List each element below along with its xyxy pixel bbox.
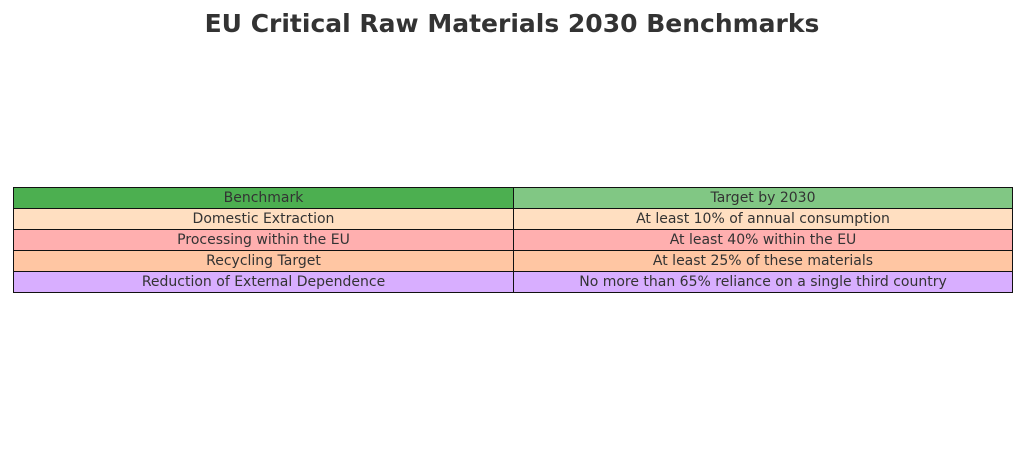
- cell-target: At least 40% within the EU: [513, 229, 1013, 251]
- table-header-row: Benchmark Target by 2030: [13, 187, 1013, 209]
- cell-target: At least 10% of annual consumption: [513, 208, 1013, 230]
- table-row: Reduction of External Dependence No more…: [13, 271, 1013, 293]
- header-target: Target by 2030: [513, 187, 1013, 209]
- cell-target: No more than 65% reliance on a single th…: [513, 271, 1013, 293]
- chart-title: EU Critical Raw Materials 2030 Benchmark…: [204, 9, 820, 38]
- cell-benchmark: Recycling Target: [13, 250, 514, 272]
- cell-benchmark: Reduction of External Dependence: [13, 271, 514, 293]
- table-row: Domestic Extraction At least 10% of annu…: [13, 208, 1013, 230]
- table-row: Recycling Target At least 25% of these m…: [13, 250, 1013, 272]
- header-benchmark: Benchmark: [13, 187, 514, 209]
- cell-target: At least 25% of these materials: [513, 250, 1013, 272]
- table-row: Processing within the EU At least 40% wi…: [13, 229, 1013, 251]
- benchmarks-table: Benchmark Target by 2030 Domestic Extrac…: [13, 187, 1013, 293]
- cell-benchmark: Domestic Extraction: [13, 208, 514, 230]
- cell-benchmark: Processing within the EU: [13, 229, 514, 251]
